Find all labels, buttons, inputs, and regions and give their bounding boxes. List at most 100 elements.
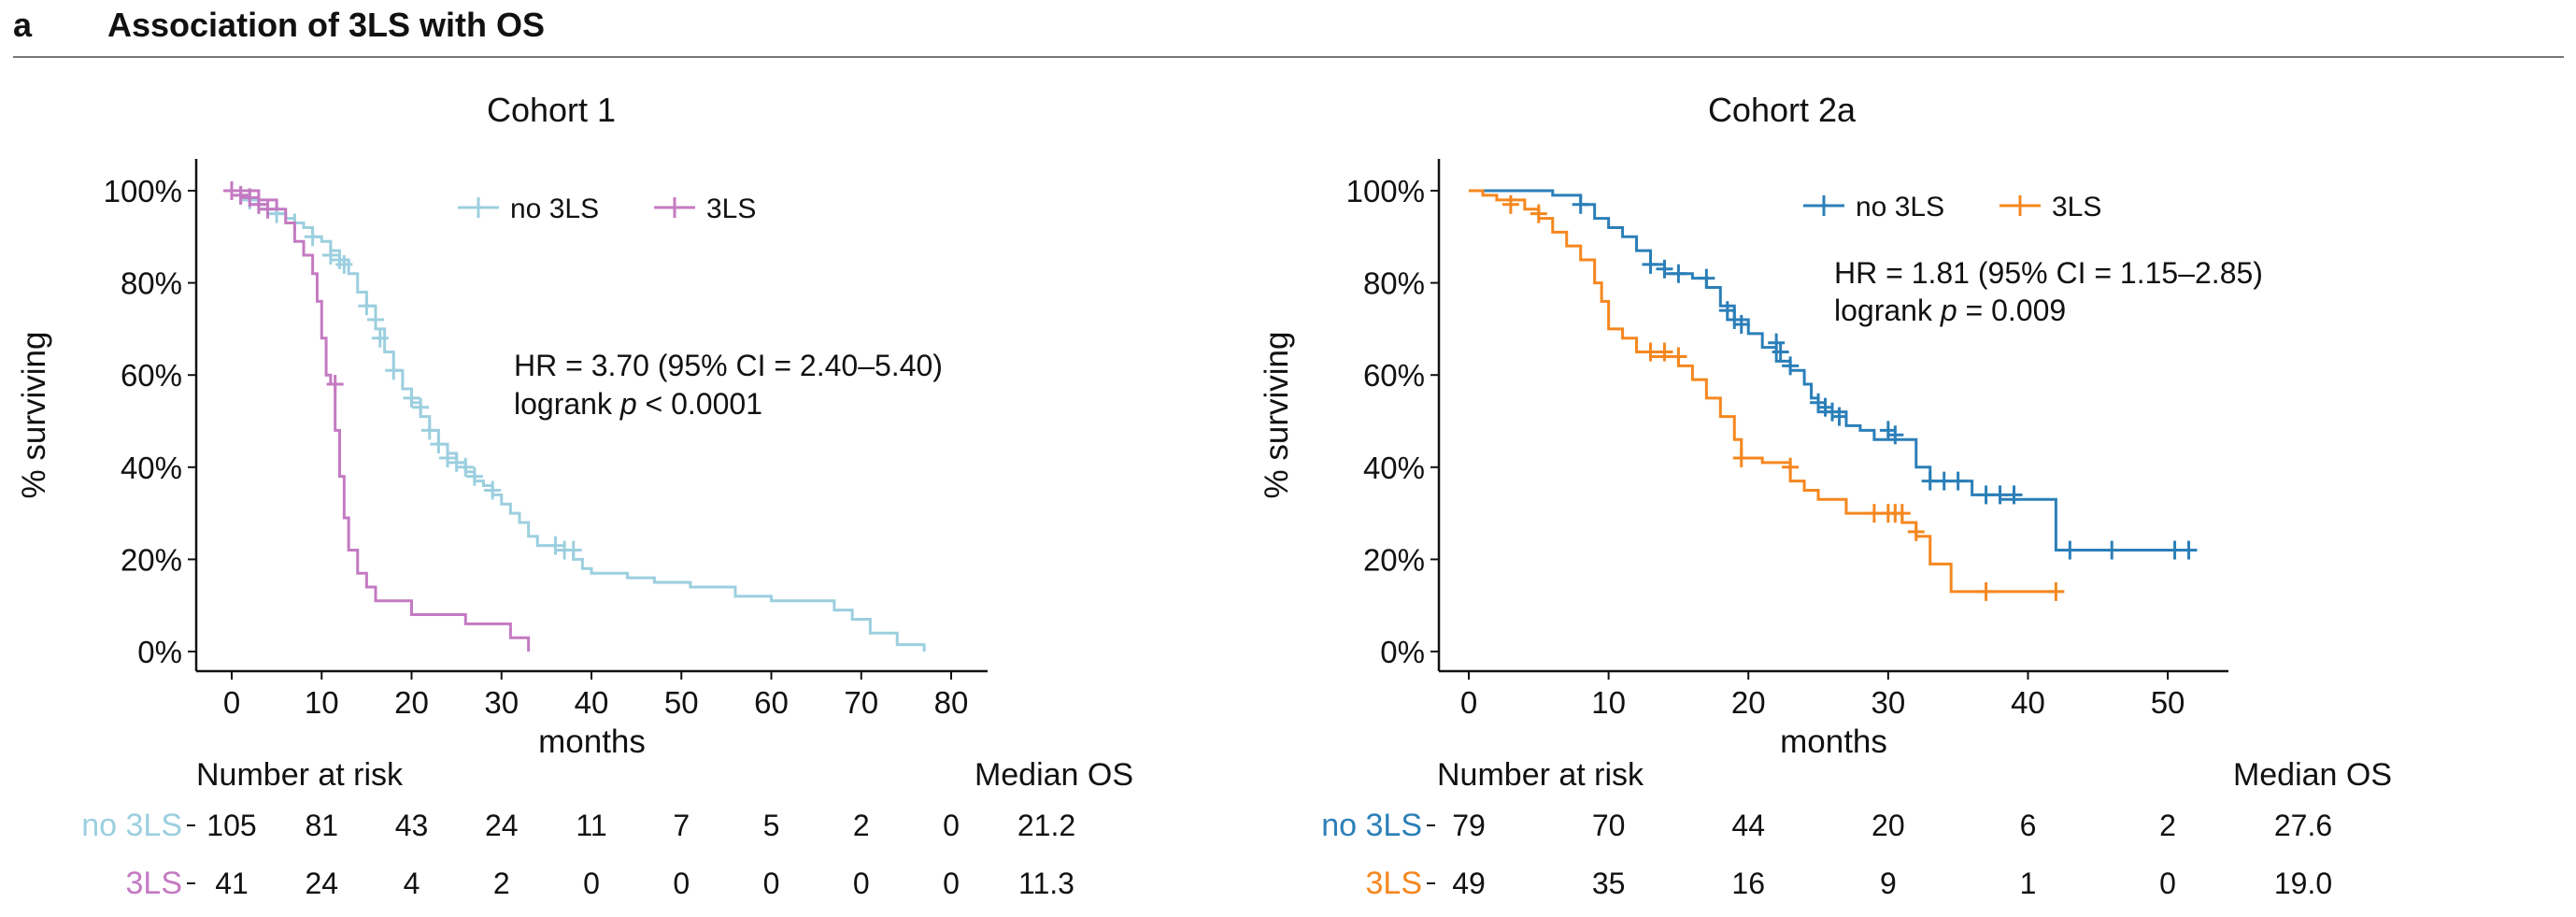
x-tick-label: 40 [2011, 685, 2045, 720]
censor-mark [1886, 425, 1904, 445]
censor-mark [2061, 540, 2079, 560]
censor-mark [1830, 407, 1848, 426]
censor-mark [1732, 448, 1750, 467]
logrank-prefix: logrank [514, 387, 620, 421]
y-tick-label: 100% [1346, 174, 1425, 208]
legend-label: no 3LS [510, 193, 599, 224]
median-os-value: 11.3 [1018, 867, 1075, 900]
legend-entry-1: no 3LS [458, 193, 599, 224]
risk-row-label: no 3LS [1321, 808, 1422, 843]
x-tick-label: 40 [575, 685, 609, 720]
censor-mark [2103, 540, 2121, 560]
censor-mark [223, 181, 240, 200]
censor-mark [1768, 333, 1786, 352]
median-os-value: 19.0 [2274, 867, 2332, 900]
risk-count: 2 [853, 809, 870, 842]
risk-count: 81 [305, 809, 338, 842]
censor-mark [564, 540, 582, 560]
risk-count: 35 [1592, 867, 1626, 900]
x-tick-label: 20 [1731, 685, 1766, 720]
censor-mark [1656, 259, 1673, 279]
y-tick-label: 80% [1363, 266, 1425, 301]
risk-count: 4 [404, 867, 420, 900]
censor-mark [326, 375, 344, 394]
y-tick-label: 0% [1380, 635, 1425, 669]
censor-mark [547, 536, 564, 555]
hr-annotation: HR = 1.81 (95% CI = 1.15–2.85) [1834, 256, 2263, 290]
censor-mark [335, 254, 353, 274]
risk-count: 0 [2159, 867, 2176, 900]
censor-mark [448, 452, 465, 472]
censor-mark [371, 328, 389, 348]
km-curve-2 [232, 189, 531, 652]
risk-count: 2 [2159, 809, 2176, 842]
median-os-header: Median OS [2233, 757, 2392, 793]
risk-count: 24 [485, 809, 519, 842]
censor-mark [241, 188, 259, 208]
risk-count: 0 [853, 867, 870, 900]
risk-count: 43 [395, 809, 429, 842]
risk-count: 70 [1592, 809, 1626, 842]
risk-count: 0 [763, 867, 780, 900]
risk-row-label: 3LS [1366, 866, 1423, 901]
risk-count: 16 [1731, 867, 1765, 900]
risk-row-1: no 3LS 79 70 44 20 6 2 27.6 [1321, 808, 2332, 843]
censor-mark [1670, 264, 1687, 283]
censor-mark [232, 185, 249, 205]
censor-mark [321, 246, 339, 265]
censor-mark [1656, 342, 1673, 362]
x-tick-label: 50 [2151, 685, 2185, 720]
chart-title: Cohort 1 [487, 91, 616, 129]
x-tick-label: 10 [305, 685, 339, 720]
y-tick-label: 20% [1363, 542, 1425, 577]
censor-mark [484, 480, 502, 500]
risk-count: 5 [763, 809, 780, 842]
risk-count: 0 [943, 809, 960, 842]
censor-mark [1907, 522, 1925, 541]
censor-mark [2005, 485, 2023, 505]
censor-mark [249, 194, 267, 214]
censor-mark [1572, 194, 1589, 214]
censor-mark [304, 227, 321, 247]
km-curve-2 [1469, 189, 2057, 594]
risk-count: 1 [2020, 867, 2037, 900]
logrank-prefix: logrank [1834, 294, 1941, 327]
y-tick-label: 40% [121, 451, 182, 485]
x-tick-label: 60 [754, 685, 789, 720]
y-tick-label: 20% [121, 542, 182, 577]
risk-count: 11 [576, 809, 606, 842]
panel-title: Association of 3LS with OS [107, 6, 546, 44]
x-tick-label: 80 [934, 685, 969, 720]
legend-label: 3LS [706, 193, 756, 224]
median-os-value: 21.2 [1018, 809, 1075, 842]
risk-count: 2 [493, 867, 510, 900]
y-tick-label: 40% [1363, 451, 1425, 485]
hr-annotation: HR = 3.70 (95% CI = 2.40–5.40) [514, 349, 943, 382]
censor-mark [430, 435, 448, 454]
x-tick-label: 0 [1460, 685, 1477, 720]
chart-2: Cohort 2a0%20%40%60%80%100%0 10 20 30 40 50mo… [1259, 91, 2392, 901]
km-curve-1 [1469, 189, 2189, 552]
risk-count: 0 [673, 867, 690, 900]
title-rule [13, 56, 2564, 58]
censor-mark [2180, 540, 2198, 560]
y-tick-label: 60% [1363, 358, 1425, 393]
censor-mark [412, 397, 430, 417]
censor-mark [465, 466, 483, 486]
median-os-header: Median OS [975, 757, 1133, 793]
risk-count: 6 [2020, 809, 2037, 842]
censor-mark [2047, 581, 2065, 601]
logrank-annotation: logrank p < 0.0001 [514, 387, 762, 421]
y-tick-label: 80% [121, 266, 182, 301]
risk-row-1: no 3LS 105 81 43 24 11 7 5 2 0 21.2 [81, 808, 1075, 843]
chart-title: Cohort 2a [1708, 91, 1857, 129]
legend-entry-2: 3LS [654, 193, 756, 224]
y-axis-label: % surviving [1259, 332, 1295, 499]
legend-label: 3LS [2052, 192, 2101, 222]
risk-count: 24 [305, 867, 338, 900]
risk-count: 7 [673, 809, 690, 842]
censor-mark [439, 448, 456, 467]
y-tick-label: 0% [137, 635, 182, 669]
risk-count: 41 [215, 867, 249, 900]
